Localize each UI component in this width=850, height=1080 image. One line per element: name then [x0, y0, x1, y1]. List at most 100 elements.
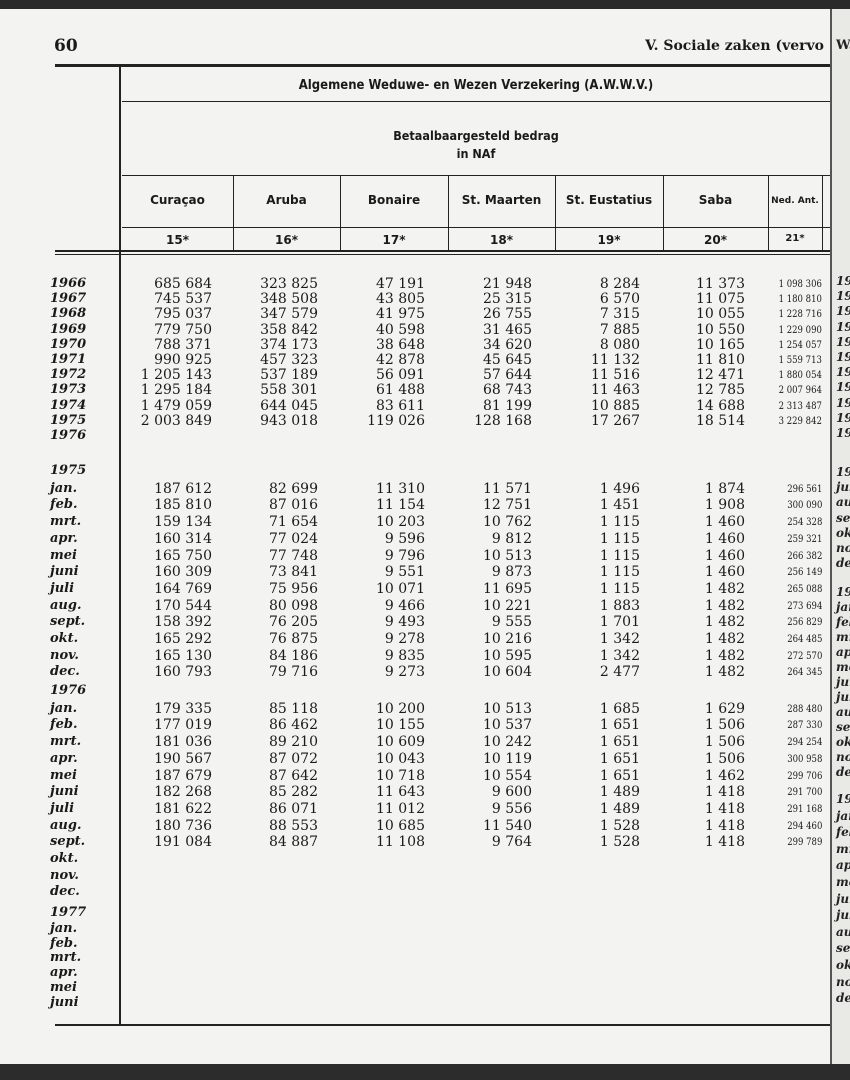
top-rule: [55, 64, 830, 67]
table-cell: 265 088: [786, 583, 822, 595]
table-cell: 9 873: [491, 564, 532, 581]
facing-page-label: mei: [836, 660, 850, 674]
table-cell: 190 567: [154, 750, 212, 767]
table-cell: 185 810: [154, 497, 212, 514]
facing-page-label: sept: [836, 510, 850, 525]
table-cell: 1 115: [599, 564, 640, 581]
table-cell: 9 596: [384, 530, 425, 547]
facing-page-label: mrt: [836, 841, 850, 856]
table-cell: 41 975: [376, 306, 425, 323]
table-cell: 1 418: [704, 817, 745, 834]
table-cell: 11 810: [696, 352, 745, 368]
table-cell: 288 480: [786, 703, 822, 715]
table-cell: 788 371: [154, 336, 212, 353]
table-cell: 47 191: [376, 276, 425, 292]
table-cell: 1 883: [599, 597, 640, 614]
facing-page-label: dec.: [836, 765, 850, 779]
table-cell: 82 699: [269, 480, 318, 497]
row-label: 1968: [50, 306, 87, 322]
table-cell: 12 751: [483, 497, 532, 514]
table-cell: 644 045: [260, 397, 318, 414]
table-cell: 273 694: [786, 600, 822, 612]
table-bottom-rule: [55, 1024, 830, 1026]
table-cell: 159 134: [154, 514, 212, 531]
table-cell: 34 620: [483, 336, 532, 353]
facing-page-label: mrt: [836, 630, 850, 644]
table-cell: 9 551: [384, 564, 425, 581]
table-cell: 1 115: [599, 580, 640, 597]
table-cell: 1 701: [599, 614, 640, 631]
column-header: Aruba: [266, 193, 307, 207]
running-head: V. Sociale zaken (vervo: [645, 38, 824, 54]
table-cell: 1 295 184: [140, 382, 212, 399]
table-cell: 300 958: [786, 753, 822, 765]
facing-page-label: okt.: [836, 958, 850, 972]
facing-page-label: aug: [836, 924, 850, 939]
header-bottom-rule: [55, 250, 830, 252]
table-cell: 85 282: [269, 784, 318, 801]
table-cell: 1 460: [704, 514, 745, 531]
column-header: St. Eustatius: [565, 193, 653, 207]
table-cell: 170 544: [154, 597, 212, 614]
table-cell: 457 323: [260, 352, 318, 368]
table-cell: 182 268: [154, 784, 212, 801]
table-cell: 558 301: [260, 382, 318, 399]
row-label: mrt.: [50, 734, 82, 750]
table-cell: 9 466: [384, 597, 425, 614]
row-label: apr.: [50, 750, 78, 766]
table-cell: 80 098: [269, 597, 318, 614]
table-cell: 1 496: [599, 480, 640, 497]
column-header: St. Maarten: [461, 193, 542, 207]
table-cell: 10 155: [376, 717, 425, 734]
column-number: 19*: [597, 233, 621, 247]
row-label: dec.: [50, 884, 80, 900]
row-label: mei: [50, 547, 77, 563]
table-cell: 160 309: [154, 564, 212, 581]
table-cell: 11 132: [591, 352, 640, 368]
table-cell: 38 648: [376, 336, 425, 353]
table-cell: 10 885: [591, 397, 640, 414]
table-cell: 287 330: [786, 720, 822, 732]
table-cell: 1 506: [704, 750, 745, 767]
facing-page-label: 197: [836, 350, 850, 364]
facing-page-label: mei: [836, 875, 850, 889]
facing-page-label: apr: [836, 645, 850, 659]
section-year-heading: 1976: [50, 683, 87, 698]
column-header: Bonaire: [367, 193, 421, 207]
facing-page-label: jun: [836, 891, 850, 906]
column-divider: [448, 176, 449, 250]
row-label: 1974: [50, 397, 87, 413]
table-cell: 9 273: [384, 664, 425, 681]
table-cell: 12 471: [696, 367, 745, 384]
table-cell: 299 789: [786, 837, 822, 849]
facing-page-label: juli: [836, 480, 850, 495]
table-cell: 1 418: [704, 784, 745, 801]
column-divider: [555, 176, 556, 250]
row-label: jan.: [50, 700, 78, 716]
table-cell: 291 700: [786, 787, 822, 799]
table-cell: 9 493: [384, 614, 425, 631]
table-cell: 75 956: [269, 580, 318, 597]
table-cell: 181 622: [154, 800, 212, 817]
table-cell: 745 537: [154, 291, 212, 308]
table-cell: 160 314: [154, 530, 212, 547]
row-label: nov.: [50, 867, 79, 883]
table-cell: 1 462: [704, 767, 745, 784]
facing-page-label: okt.: [836, 525, 850, 540]
table-cell: 87 642: [269, 767, 318, 784]
table-cell: 7 885: [599, 321, 640, 338]
section-year-heading: 1975: [50, 463, 87, 478]
row-label: feb.: [50, 717, 78, 733]
table-cell: 87 072: [269, 750, 318, 767]
table-cell: 1 482: [704, 647, 745, 664]
table-cell: 10 537: [483, 717, 532, 734]
table-cell: 300 090: [786, 500, 822, 512]
column-divider: [768, 176, 769, 250]
scan-top-edge: [0, 0, 850, 9]
row-label: mrt.: [50, 950, 82, 966]
table-cell: 1 651: [599, 734, 640, 751]
table-cell: 56 091: [376, 367, 425, 384]
table-cell: 2 003 849: [140, 412, 212, 429]
table-cell: 1 180 810: [778, 294, 822, 306]
table-cell: 943 018: [260, 412, 318, 429]
